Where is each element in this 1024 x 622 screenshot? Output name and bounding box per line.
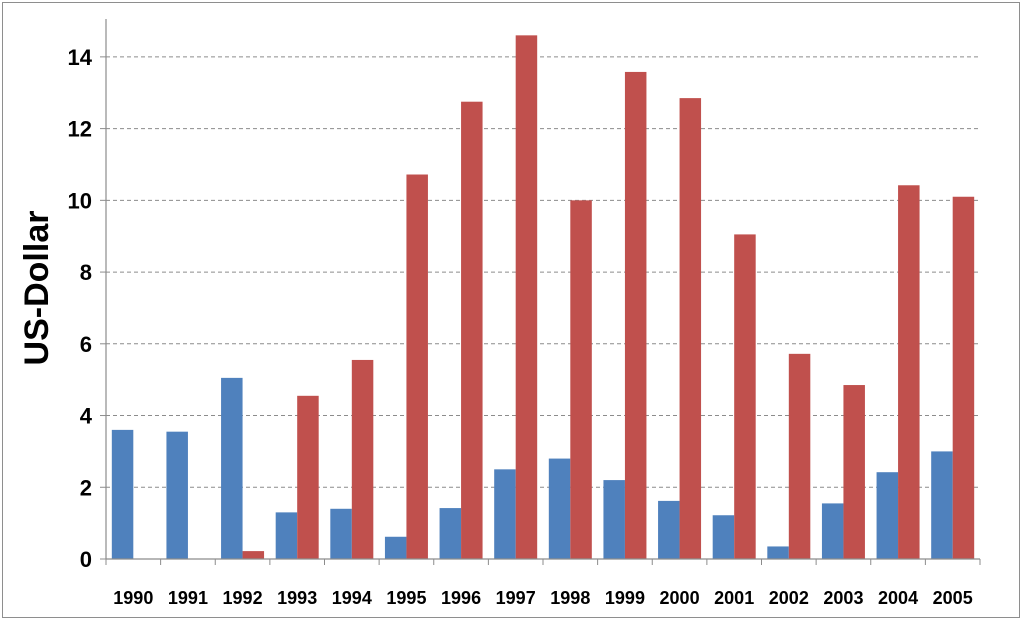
x-tick-label: 1998	[550, 588, 590, 608]
y-tick-label: 14	[68, 45, 93, 70]
x-tick-label: 1991	[168, 588, 208, 608]
x-tick-label: 1997	[496, 588, 536, 608]
bar-series-2	[788, 353, 811, 559]
x-tick-label: 2001	[714, 588, 754, 608]
x-tick-label: 2003	[823, 588, 863, 608]
bar-series-1	[658, 500, 680, 559]
bar-series-2	[351, 359, 374, 559]
bar-series-1	[494, 469, 516, 559]
bar-series-1	[931, 451, 953, 559]
y-tick-labels: 0 2 4 6 8 10 12 14	[68, 45, 93, 572]
bar-series-2	[515, 35, 538, 559]
bar-series-2	[734, 234, 756, 559]
x-tick-label: 1995	[386, 588, 426, 608]
y-tick-label: 4	[80, 404, 93, 429]
bar-series-1	[548, 458, 571, 559]
axes	[100, 19, 981, 565]
bars	[111, 35, 975, 560]
bar-series-1	[876, 472, 899, 559]
y-axis-label: US-Dollar	[18, 211, 56, 366]
bar-series-2	[952, 196, 975, 559]
x-tick-label: 1994	[332, 588, 372, 608]
bar-series-1	[166, 431, 188, 559]
bar-series-2	[297, 395, 319, 559]
y-tick-label: 8	[80, 260, 92, 285]
bar-series-1	[330, 508, 352, 559]
y-tick-label: 0	[80, 547, 92, 572]
x-tick-labels: 1990 1991 1992 1993 1994 1995 1996 1997 1998 1999…	[113, 588, 972, 608]
bar-series-2	[843, 385, 865, 559]
bar-series-1	[821, 503, 844, 559]
grid-lines	[106, 56, 980, 488]
bar-series-2	[624, 71, 647, 559]
x-tick-label: 1990	[113, 588, 153, 608]
x-tick-label: 1992	[223, 588, 263, 608]
bar-series-1	[221, 377, 243, 559]
bar-series-1	[767, 546, 789, 559]
bar-series-1	[111, 429, 134, 559]
bar-series-2	[679, 98, 702, 559]
bar-series-1	[439, 508, 462, 559]
x-tick-label: 1996	[441, 588, 481, 608]
bar-series-2	[406, 174, 428, 559]
y-tick-label: 2	[80, 475, 92, 500]
y-tick-label: 12	[68, 117, 92, 142]
x-tick-label: 2000	[660, 588, 700, 608]
y-tick-label: 6	[80, 332, 92, 357]
x-tick-label: 1993	[277, 588, 317, 608]
bar-series-2	[898, 185, 920, 559]
bar-series-1	[712, 515, 735, 559]
bar-series-2	[461, 101, 483, 559]
bar-series-1	[384, 536, 407, 559]
bar-series-2	[570, 200, 592, 560]
x-tick-label: 1999	[605, 588, 645, 608]
bar-series-2	[242, 551, 265, 559]
bar-series-1	[275, 512, 298, 559]
x-tick-label: 2005	[933, 588, 973, 608]
x-tick-label: 2004	[878, 588, 918, 608]
y-tick-label: 10	[68, 188, 92, 213]
x-tick-label: 2002	[769, 588, 809, 608]
bar-series-1	[603, 480, 625, 559]
